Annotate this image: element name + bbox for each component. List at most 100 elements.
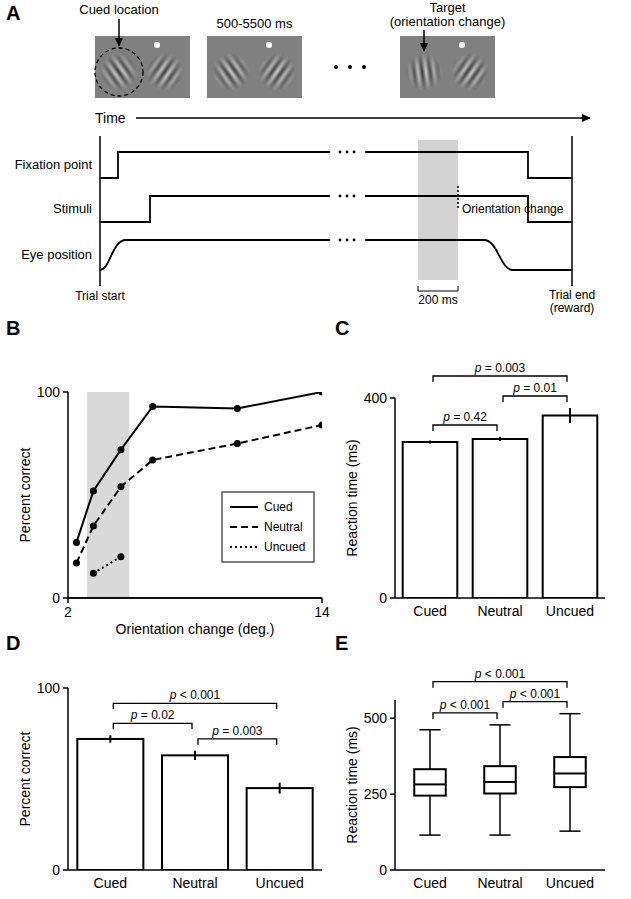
cue-circle bbox=[95, 48, 143, 96]
point bbox=[319, 392, 323, 396]
screen-bg bbox=[400, 36, 495, 98]
series-line bbox=[76, 425, 322, 563]
whisker-cap bbox=[420, 729, 441, 731]
time-label: Time bbox=[95, 110, 126, 126]
y-tick-label: 0 bbox=[52, 862, 60, 878]
screen-label: Cued location bbox=[79, 2, 159, 17]
point bbox=[90, 570, 97, 577]
whisker bbox=[499, 794, 501, 836]
point bbox=[234, 405, 241, 412]
bar bbox=[403, 442, 458, 598]
error-bar bbox=[279, 783, 281, 794]
y-tick-label: 100 bbox=[37, 384, 61, 400]
whisker-cap bbox=[560, 713, 581, 715]
error-bar bbox=[499, 437, 501, 441]
plot-area bbox=[77, 735, 312, 870]
p-value: p = 0.003 bbox=[211, 724, 263, 738]
legend-swatch bbox=[230, 506, 258, 508]
fixation-dot bbox=[154, 42, 160, 48]
whisker bbox=[429, 730, 431, 769]
y-tick-label: 500 bbox=[364, 710, 388, 726]
whisker-cap bbox=[420, 834, 441, 836]
panel-label: D bbox=[6, 632, 20, 654]
panel-label: C bbox=[335, 317, 349, 339]
gabor bbox=[451, 53, 489, 91]
point bbox=[117, 446, 124, 453]
legend-box bbox=[222, 492, 314, 562]
p-value: p < 0.001 bbox=[439, 698, 491, 712]
trial-start-line bbox=[99, 136, 101, 286]
point bbox=[90, 487, 97, 494]
y-axis bbox=[394, 700, 396, 870]
ellipsis bbox=[362, 65, 366, 69]
end-label: (reward) bbox=[550, 301, 595, 315]
gabor bbox=[100, 53, 138, 91]
screen-bg bbox=[95, 36, 190, 98]
y-tick bbox=[63, 687, 68, 689]
row-label: Fixation point bbox=[15, 157, 93, 172]
bar bbox=[543, 416, 598, 599]
ellipsis bbox=[339, 239, 342, 242]
change-marker bbox=[457, 186, 459, 210]
bar bbox=[473, 439, 528, 598]
p-rest: < 0.001 bbox=[176, 688, 220, 702]
gabor bbox=[405, 53, 443, 91]
end-label: Trial end bbox=[549, 288, 595, 302]
ellipsis bbox=[339, 195, 342, 198]
screen bbox=[95, 36, 190, 98]
category-label: Uncued bbox=[256, 875, 304, 891]
p-rest: = 0.42 bbox=[450, 410, 487, 424]
box bbox=[484, 766, 516, 793]
bar bbox=[162, 755, 228, 870]
error-bar bbox=[194, 751, 196, 760]
y-title: Percent correct bbox=[17, 731, 33, 826]
screen-label: 500-5500 ms bbox=[217, 16, 293, 31]
category-label: Neutral bbox=[477, 603, 522, 619]
y-tick-label: 100 bbox=[37, 680, 61, 696]
category-label: Uncued bbox=[546, 875, 594, 891]
whisker-cap bbox=[560, 830, 581, 832]
y-axis bbox=[394, 398, 396, 598]
p-value: p = 0.42 bbox=[442, 410, 487, 424]
point bbox=[319, 421, 323, 428]
median bbox=[414, 783, 446, 785]
screen bbox=[207, 36, 302, 98]
y-tick-label: 250 bbox=[364, 786, 388, 802]
y-title: Reaction time (ms) bbox=[344, 726, 360, 843]
significance-bracket bbox=[503, 396, 567, 402]
y-tick bbox=[390, 869, 395, 871]
y-axis bbox=[67, 688, 69, 870]
x-tick bbox=[321, 598, 323, 603]
start-label: Trial start bbox=[75, 289, 125, 303]
significance-bracket bbox=[433, 713, 497, 719]
gabor bbox=[212, 53, 250, 91]
category-label: Cued bbox=[413, 875, 446, 891]
category-label: Uncued bbox=[546, 603, 594, 619]
category-label: Cued bbox=[413, 603, 446, 619]
ellipsis bbox=[348, 65, 352, 69]
highlight-band bbox=[87, 392, 129, 598]
legend: CuedNeutralUncued bbox=[222, 492, 314, 562]
point bbox=[234, 440, 241, 447]
box bbox=[414, 769, 446, 795]
event-window bbox=[418, 140, 458, 280]
x-axis bbox=[68, 597, 322, 599]
significance-bracket bbox=[113, 723, 192, 729]
gabor bbox=[258, 53, 296, 91]
screen-label: Target bbox=[429, 0, 466, 15]
p-rest: < 0.001 bbox=[446, 698, 490, 712]
whisker bbox=[499, 725, 501, 766]
ellipsis bbox=[353, 239, 356, 242]
y-tick-label: 400 bbox=[364, 390, 388, 406]
ellipsis bbox=[346, 151, 349, 154]
event-label: Orientation change bbox=[462, 202, 564, 216]
y-tick-label: 0 bbox=[52, 590, 60, 606]
y-tick bbox=[390, 793, 395, 795]
time-arrow bbox=[136, 117, 590, 119]
significance-bracket bbox=[433, 376, 567, 382]
bar bbox=[247, 788, 313, 870]
scale-bar bbox=[418, 286, 458, 291]
legend-label: Neutral bbox=[264, 520, 303, 534]
legend-swatch bbox=[230, 546, 258, 548]
whisker-cap bbox=[490, 724, 511, 726]
